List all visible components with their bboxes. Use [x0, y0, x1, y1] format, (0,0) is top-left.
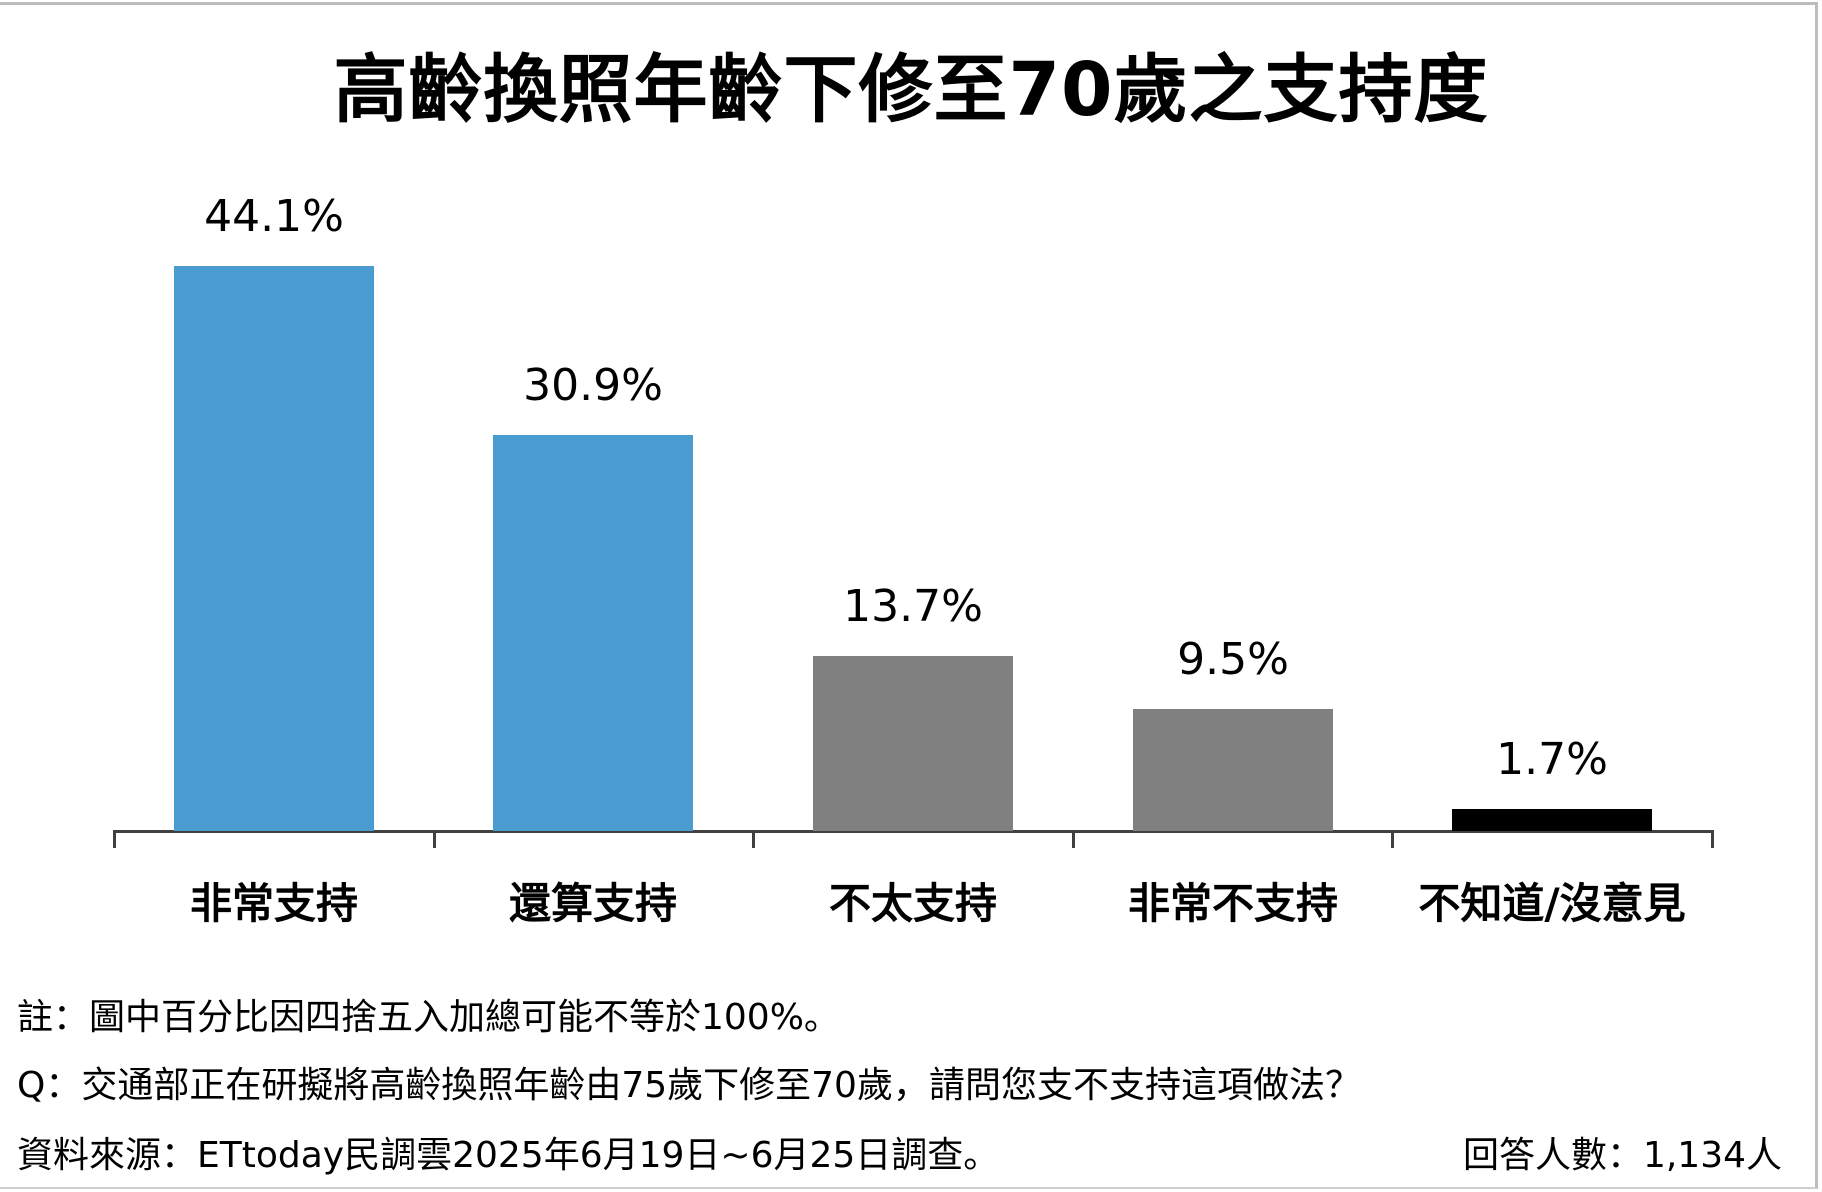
- x-axis-tick: [1071, 830, 1075, 848]
- chart-title: 高齡換照年齡下修至70歲之支持度: [333, 47, 1489, 133]
- category-label: 不知道/沒意見: [1418, 879, 1686, 928]
- bar: [813, 656, 1013, 831]
- plot-area: 44.1% 非常支持 30.9% 還算支持 13.7% 不太支持 9.5% 非常不支持 1.7%…: [113, 191, 1714, 928]
- category-label: 非常不支持: [1127, 879, 1338, 928]
- x-axis-line: [114, 830, 1714, 833]
- x-axis-tick: [752, 830, 756, 848]
- respondent-count: 回答人數：1,134人: [1462, 1135, 1782, 1176]
- bar-value-label: 1.7%: [1496, 734, 1608, 785]
- bar: [1452, 809, 1652, 831]
- bar-value-label: 13.7%: [843, 581, 983, 632]
- category-label: 不太支持: [828, 879, 997, 928]
- bar-value-label: 44.1%: [204, 191, 344, 242]
- bar: [1133, 709, 1333, 831]
- x-axis-tick: [1711, 830, 1714, 848]
- bar-value-label: 9.5%: [1177, 634, 1289, 685]
- x-axis-tick: [1391, 830, 1395, 848]
- footnote-source: 資料來源：ETtoday民調雲2025年6月19日~6月25日調查。: [17, 1135, 1000, 1176]
- bar: [493, 435, 693, 831]
- bar-value-label: 30.9%: [523, 360, 663, 411]
- footnote-rounding: 註：圖中百分比因四捨五入加總可能不等於100%。: [17, 997, 840, 1038]
- footnote-question: Q：交通部正在研擬將高齡換照年齡由75歲下修至70歲，請問您支不支持這項做法？: [17, 1065, 1361, 1106]
- bar: [174, 266, 374, 831]
- category-label: 非常支持: [189, 879, 358, 928]
- x-axis-tick: [113, 830, 116, 848]
- category-label: 還算支持: [508, 879, 677, 928]
- x-axis-tick: [432, 830, 436, 848]
